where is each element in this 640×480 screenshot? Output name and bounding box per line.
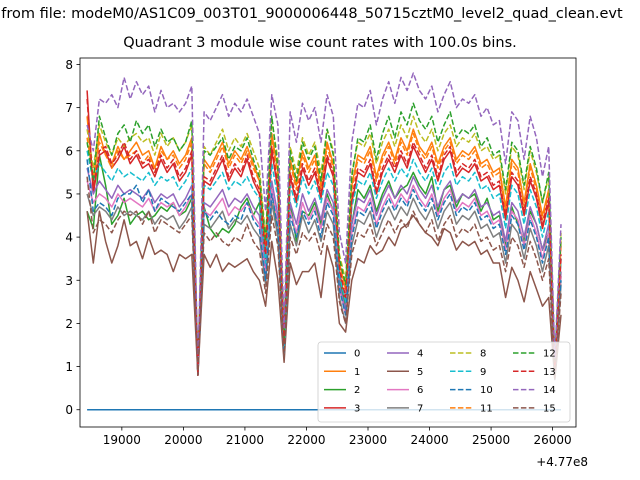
- series-line-6: [86, 180, 562, 376]
- x-tick-label: 23000: [349, 433, 387, 447]
- legend-label-2: 2: [354, 385, 360, 396]
- legend-label-1: 1: [354, 367, 360, 378]
- series-line-15: [86, 176, 562, 381]
- series-line-11: [86, 132, 562, 372]
- legend-label-15: 15: [543, 403, 556, 414]
- plot-area: [79, 57, 577, 428]
- figure-suptitle: Plot from file: modeM0/AS1C09_003T01_900…: [0, 6, 623, 22]
- series-line-13: [86, 98, 562, 376]
- y-axis: 0 1 2 3 4 5 6 7 8: [65, 58, 80, 417]
- y-tick-label: 0: [65, 403, 73, 417]
- legend-label-3: 3: [354, 403, 360, 414]
- legend-label-0: 0: [354, 349, 360, 360]
- series-line-14: [86, 72, 562, 372]
- y-tick-label: 8: [65, 58, 73, 72]
- y-tick-label: 4: [65, 231, 73, 245]
- legend-label-13: 13: [543, 367, 556, 378]
- series-line-12: [86, 102, 562, 372]
- series-line-7: [86, 193, 562, 381]
- series-line-5: [86, 210, 562, 381]
- legend-label-11: 11: [480, 403, 493, 414]
- x-tick-label: 24000: [410, 433, 448, 447]
- legend-label-6: 6: [417, 385, 423, 396]
- x-tick-label: 20000: [164, 433, 202, 447]
- series-line-3: [86, 90, 562, 376]
- series-line-10: [86, 159, 562, 376]
- chart-title: Quadrant 3 module wise count rates with …: [123, 35, 517, 51]
- y-tick-label: 1: [65, 360, 73, 374]
- legend-label-8: 8: [480, 349, 486, 360]
- y-tick-label: 7: [65, 101, 73, 115]
- legend-label-5: 5: [417, 367, 423, 378]
- y-tick-label: 3: [65, 274, 73, 288]
- legend-label-14: 14: [543, 385, 556, 396]
- x-tick-label: 25000: [472, 433, 510, 447]
- legend-label-12: 12: [543, 349, 556, 360]
- x-tick-label: 21000: [226, 433, 264, 447]
- legend-label-7: 7: [417, 403, 423, 414]
- series-line-2: [86, 154, 562, 376]
- x-axis: 19000 20000 21000 22000 23000 24000 25000 26000: [103, 427, 572, 447]
- x-tick-label: 19000: [103, 433, 141, 447]
- legend-label-9: 9: [480, 367, 486, 378]
- legend-label-10: 10: [480, 385, 493, 396]
- x-offset-label: +4.77e8: [536, 455, 588, 469]
- x-tick-label: 22000: [287, 433, 325, 447]
- series-line-9: [86, 150, 562, 372]
- legend-box: [317, 341, 571, 423]
- y-tick-label: 2: [65, 317, 73, 331]
- x-tick-label: 26000: [534, 433, 572, 447]
- series-line-4: [86, 167, 562, 376]
- y-tick-label: 5: [65, 187, 73, 201]
- legend-label-4: 4: [417, 349, 423, 360]
- axes-frame: [79, 57, 577, 428]
- y-tick-label: 6: [65, 144, 73, 158]
